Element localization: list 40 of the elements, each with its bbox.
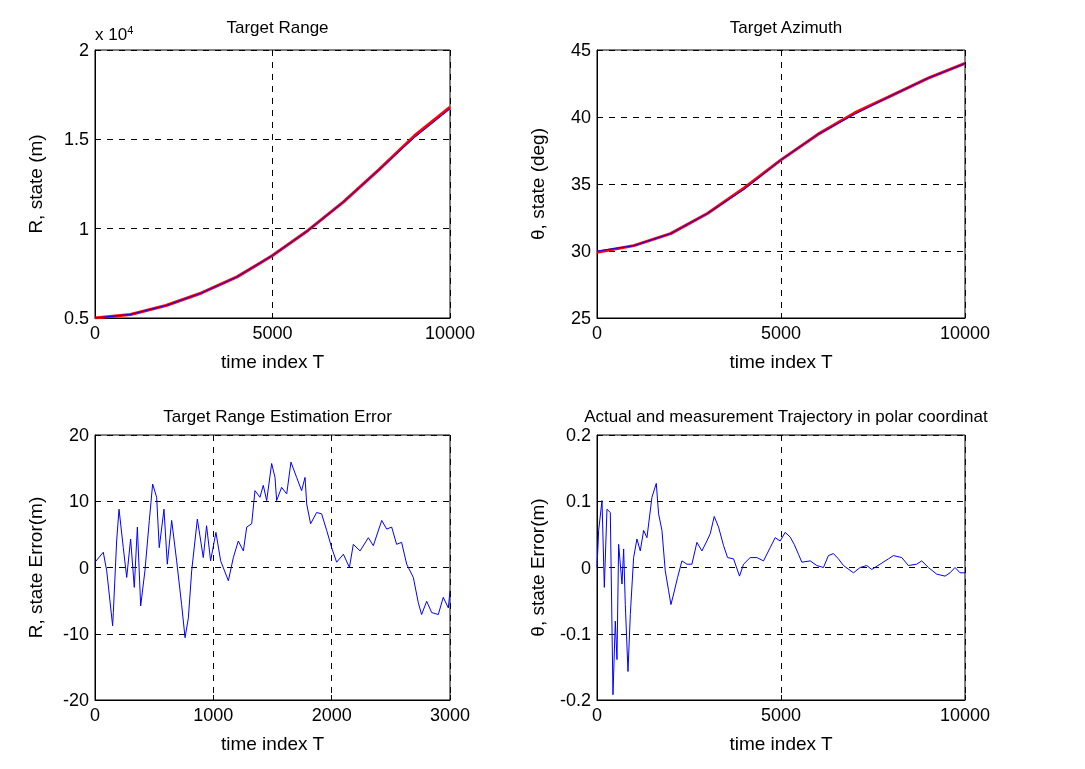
y-tick-label: 25 xyxy=(570,308,591,328)
y-tick-label: -20 xyxy=(62,690,89,710)
y-tick-label: -10 xyxy=(62,623,89,644)
x-axis-title: time index T xyxy=(729,351,833,372)
y-axis-title: R, state (m) xyxy=(25,134,46,234)
y-tick-label: -0.1 xyxy=(559,623,591,644)
x-axis-title: time index T xyxy=(220,733,325,754)
y-tick-label: -0.2 xyxy=(559,690,591,710)
x-tick-label: 5000 xyxy=(760,705,802,725)
y-tick-label: 45 xyxy=(570,40,591,60)
x-axis-title: time index T xyxy=(729,733,833,754)
y-tick-label: 20 xyxy=(68,425,89,445)
x-tick-label: 2000 xyxy=(311,705,352,725)
chart-title: Target Range xyxy=(226,18,329,37)
y-tick-label: 2 xyxy=(78,40,89,60)
y-tick-label: 0 xyxy=(580,557,591,578)
x-tick-label: 10000 xyxy=(424,323,476,343)
x-tick-label: 3000 xyxy=(429,705,471,725)
y-tick-label: 0.1 xyxy=(565,491,591,512)
x-tick-label: 10000 xyxy=(939,323,991,343)
y-axis-title: θ, state (deg) xyxy=(527,128,548,240)
y-tick-label: 0 xyxy=(78,557,89,578)
x-axis-title: time index T xyxy=(220,351,325,372)
chart-title: Target Azimuth xyxy=(729,18,843,37)
y-tick-label: 30 xyxy=(570,241,591,261)
x-tick-label: 5000 xyxy=(252,323,293,343)
y-axis-title: R, state Error(m) xyxy=(25,496,46,639)
y-tick-label: 0.5 xyxy=(63,308,89,328)
chart-title: Target Range Estimation Error xyxy=(163,407,393,426)
y-axis-title: θ, state Error(m) xyxy=(527,498,548,637)
x-tick-label: 10000 xyxy=(939,705,991,725)
y-tick-label: 1 xyxy=(78,218,89,239)
y-tick-label: 10 xyxy=(68,491,89,512)
y-tick-label: 40 xyxy=(570,107,591,127)
y-tick-label: 1.5 xyxy=(63,129,89,150)
y-tick-label: 35 xyxy=(570,174,591,194)
chart-title: Actual and measurement Trajectory in polar coordinat xyxy=(584,407,989,426)
x-tick-label: 1000 xyxy=(193,705,234,725)
x-tick-label: 5000 xyxy=(760,323,802,343)
y-tick-label: 0.2 xyxy=(565,425,591,445)
